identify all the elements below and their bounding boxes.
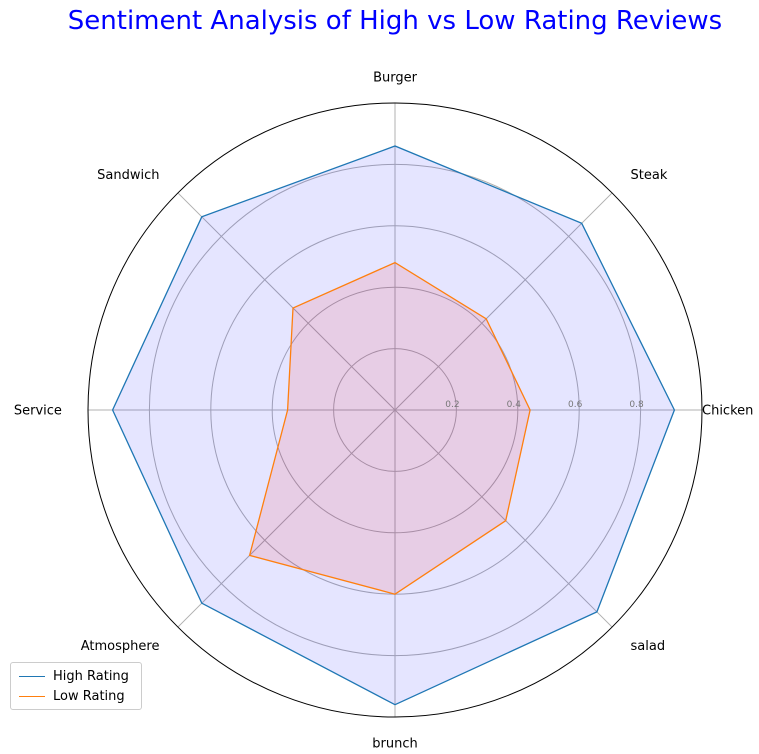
chart-title: Sentiment Analysis of High vs Low Rating…: [67, 6, 723, 36]
category-label: brunch: [372, 737, 417, 752]
radial-tick-label: 0.4: [507, 400, 522, 410]
category-label: Burger: [373, 70, 418, 85]
radial-tick-label: 0.2: [445, 400, 459, 410]
series-line-0: [111, 145, 676, 706]
legend-label-high: High Rating: [53, 668, 129, 684]
category-label: Sandwich: [97, 168, 159, 183]
legend-line-icon: [19, 695, 45, 697]
grid-spoke: [394, 192, 613, 411]
category-label: Steak: [631, 168, 668, 183]
legend-line-icon: [19, 675, 45, 677]
series-area-0: [112, 146, 675, 705]
category-label: Service: [14, 404, 62, 419]
legend-label-low: Low Rating: [53, 688, 125, 704]
category-label: salad: [631, 639, 666, 654]
grid-spoke: [177, 192, 396, 411]
series-area-1: [249, 262, 531, 595]
category-label: Atmosphere: [81, 639, 160, 654]
grid-spoke: [177, 409, 396, 628]
legend: High Rating Low Rating: [10, 662, 142, 710]
radial-tick-label: 0.8: [629, 400, 644, 410]
legend-item-low: Low Rating: [19, 687, 125, 705]
series-line-1: [248, 261, 531, 595]
outer-frame: [87, 102, 703, 718]
radial-tick-label: 0.6: [568, 400, 583, 410]
legend-item-high: High Rating: [19, 667, 129, 685]
category-label: Chicken: [702, 404, 753, 419]
grid-spoke: [394, 409, 613, 628]
